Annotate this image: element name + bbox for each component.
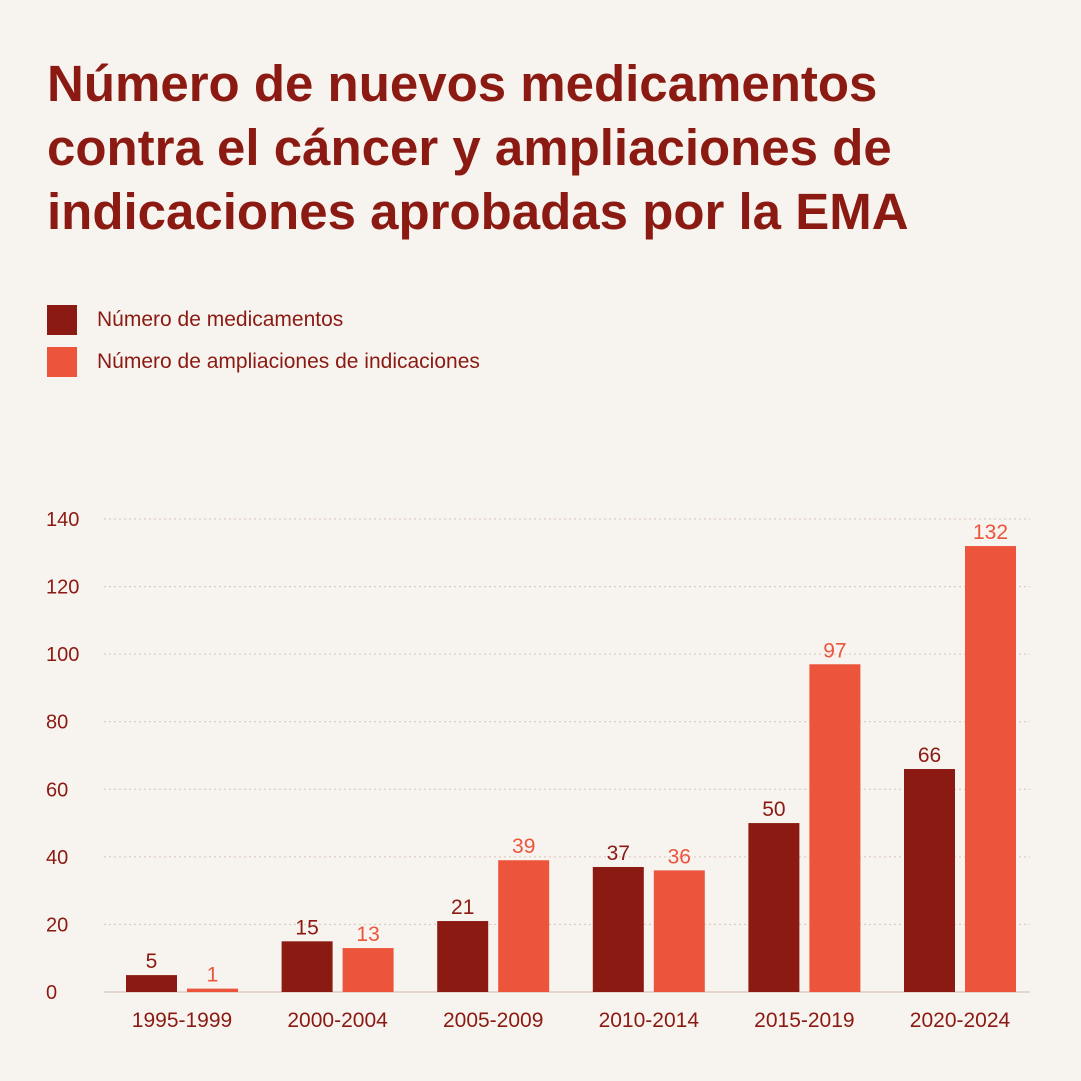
data-label: 66 <box>918 744 941 767</box>
y-tick-label: 140 <box>46 509 79 531</box>
legend-label-ampliaciones: Número de ampliaciones de indicaciones <box>97 350 480 373</box>
legend-swatch-ampliaciones <box>47 347 77 377</box>
y-tick-label: 60 <box>46 779 68 801</box>
y-tick-label: 80 <box>46 712 68 734</box>
bar-ampliaciones <box>187 988 238 992</box>
x-tick-label: 2020-2024 <box>910 1009 1011 1032</box>
bar-ampliaciones <box>498 860 550 992</box>
legend-item-medicamentos: Número de medicamentos <box>47 305 480 335</box>
x-tick-label: 2005-2009 <box>443 1009 543 1032</box>
legend-swatch-medicamentos <box>47 305 77 335</box>
bar-ampliaciones <box>342 948 394 992</box>
y-tick-label: 20 <box>46 914 68 936</box>
data-label: 15 <box>295 916 318 939</box>
data-label: 21 <box>451 896 474 919</box>
data-label: 39 <box>512 835 535 858</box>
y-tick-label: 40 <box>46 847 68 869</box>
x-tick-label: 2010-2014 <box>599 1009 700 1032</box>
data-label: 5 <box>146 950 158 973</box>
data-label: 50 <box>762 798 785 821</box>
bar-ampliaciones <box>653 870 705 992</box>
data-label: 13 <box>356 923 379 946</box>
bar-medicamentos <box>281 941 333 992</box>
data-label: 97 <box>823 639 846 662</box>
x-tick-label: 2000-2004 <box>287 1009 388 1032</box>
chart-title: Número de nuevos medicamentos contra el … <box>47 55 909 240</box>
y-tick-label: 100 <box>46 644 79 666</box>
data-label: 1 <box>207 964 219 987</box>
data-label: 37 <box>607 842 630 865</box>
bar-medicamentos <box>748 823 800 992</box>
bar-medicamentos <box>592 866 644 992</box>
legend-item-ampliaciones: Número de ampliaciones de indicaciones <box>47 347 480 377</box>
legend: Número de medicamentos Número de ampliac… <box>47 305 480 389</box>
y-tick-label: 0 <box>46 982 57 1004</box>
bar-ampliaciones <box>809 664 861 992</box>
bar-ampliaciones <box>965 546 1016 992</box>
bar-medicamentos <box>904 769 955 992</box>
bar-medicamentos <box>126 975 177 992</box>
y-tick-label: 120 <box>46 577 79 599</box>
x-tick-label: 2015-2019 <box>754 1009 854 1032</box>
x-tick-label: 1995-1999 <box>132 1009 232 1032</box>
legend-label-medicamentos: Número de medicamentos <box>97 308 344 331</box>
bar-medicamentos <box>437 921 489 992</box>
data-label: 132 <box>973 521 1008 544</box>
data-label: 36 <box>668 845 691 868</box>
